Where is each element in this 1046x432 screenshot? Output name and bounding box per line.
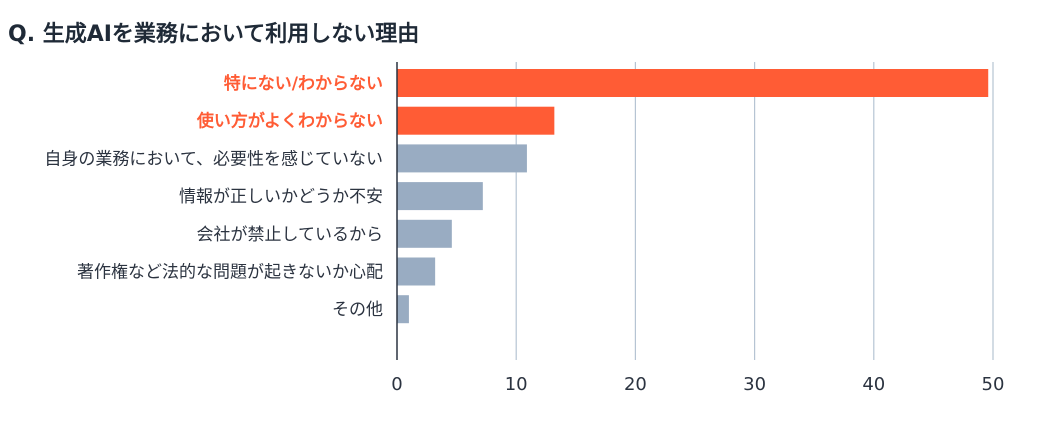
bar: [397, 295, 409, 324]
category-label: 自身の業務において、必要性を感じていない: [44, 149, 383, 169]
x-tick-label: 10: [505, 374, 528, 395]
category-label: 情報が正しいかどうか不安: [179, 187, 383, 207]
bar: [397, 257, 436, 286]
x-tick-label: 40: [862, 374, 885, 395]
x-tick-label: 20: [624, 374, 647, 395]
category-label: 著作権など法的な問題が起きないか心配: [77, 263, 383, 283]
category-label: 会社が禁止しているから: [197, 225, 384, 245]
chart-title: Q. 生成AIを業務において利用しない理由: [8, 22, 420, 47]
category-label: 使い方がよくわからない: [196, 111, 383, 132]
x-tick-label: 50: [982, 374, 1005, 395]
bar: [397, 106, 555, 135]
x-tick-label: 30: [743, 374, 766, 395]
category-label: 特にない/わからない: [224, 73, 383, 94]
bar: [397, 144, 527, 173]
category-label: その他: [332, 300, 383, 320]
x-tick-label: 0: [391, 374, 402, 395]
bar: [397, 219, 452, 248]
bar: [397, 182, 483, 211]
bar: [397, 69, 989, 97]
